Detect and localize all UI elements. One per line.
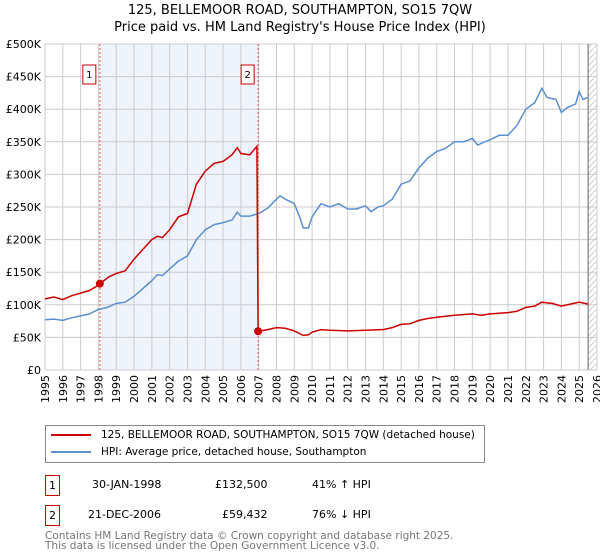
y-tick-label: £200K	[6, 234, 42, 247]
sale-point	[95, 279, 104, 288]
title-line: 125, BELLEMOOR ROAD, SOUTHAMPTON, SO15 7…	[127, 3, 473, 18]
x-tick-label: 2016	[413, 375, 426, 403]
x-tick-label: 1995	[39, 375, 52, 403]
legend-item-price: 125, BELLEMOOR ROAD, SOUTHAMPTON, SO15 7…	[51, 427, 475, 443]
x-tick-label: 2008	[270, 375, 283, 403]
x-tick-label: 2013	[360, 375, 373, 403]
x-tick-label: 2017	[431, 375, 444, 403]
x-tick-label: 2020	[484, 375, 497, 403]
x-tick-label: 2024	[555, 375, 568, 403]
footer: Contains HM Land Registry data © Crown c…	[45, 530, 454, 552]
legend-swatch-red	[51, 434, 91, 436]
sale-price: £59,432	[222, 508, 268, 521]
x-tick-label: 2018	[449, 375, 462, 403]
sale-marker-label: 2	[244, 70, 250, 81]
y-tick-label: £450K	[6, 71, 42, 84]
sale-point	[254, 327, 263, 336]
y-tick-label: £500K	[6, 38, 42, 51]
y-tick-label: £300K	[6, 168, 42, 181]
sale-date: 21-DEC-2006	[88, 508, 162, 521]
x-tick-label: 2011	[324, 375, 337, 403]
y-tick-label: £50K	[13, 331, 42, 344]
legend-label: HPI: Average price, detached house, Sout…	[101, 446, 367, 458]
sale-marker-label: 1	[86, 70, 92, 81]
sale-badge: 1	[45, 475, 60, 496]
x-tick-label: 2021	[502, 375, 515, 403]
legend-item-hpi: HPI: Average price, detached house, Sout…	[51, 444, 366, 460]
x-tick-label: 2004	[199, 375, 212, 403]
sale-price: £132,500	[215, 478, 268, 491]
x-tick-label: 2001	[146, 375, 159, 403]
sale-date: 30-JAN-1998	[92, 478, 162, 491]
sale-marker-badge	[240, 64, 255, 85]
price-paid-line	[44, 144, 589, 337]
x-tick-label: 2002	[164, 375, 177, 403]
x-tick-label: 2003	[181, 375, 194, 403]
y-tick-label: £150K	[6, 266, 42, 279]
x-tick-label: 2012	[342, 375, 355, 403]
y-tick-label: £350K	[6, 136, 42, 149]
y-tick-label: £100K	[6, 299, 42, 312]
sale-hpi: 41% ↑ HPI	[312, 478, 371, 491]
sale-hpi: 76% ↓ HPI	[312, 508, 371, 521]
sale-row: 1 30-JAN-1998 £132,500 41% ↑ HPI	[45, 475, 505, 496]
y-tick-label: £250K	[6, 201, 42, 214]
legend-label: 125, BELLEMOOR ROAD, SOUTHAMPTON, SO15 7…	[101, 429, 475, 441]
x-tick-label: 1997	[75, 375, 88, 403]
x-tick-label: 2023	[538, 375, 551, 403]
y-tick-label: £0	[27, 364, 41, 377]
footer-line: Contains HM Land Registry data © Crown c…	[45, 530, 454, 542]
x-tick-label: 2019	[466, 375, 479, 403]
x-tick-label: 2005	[217, 375, 230, 403]
legend: 125, BELLEMOOR ROAD, SOUTHAMPTON, SO15 7…	[45, 425, 485, 463]
x-tick-label: 2006	[235, 375, 248, 403]
x-tick-label: 2015	[395, 375, 408, 403]
y-tick-label: £400K	[6, 103, 42, 116]
x-tick-label: 2014	[377, 375, 390, 403]
chart-title: 125, BELLEMOOR ROAD, SOUTHAMPTON, SO15 7…	[0, 2, 600, 36]
subtitle-line: Price paid vs. HM Land Registry's House …	[114, 20, 486, 35]
x-tick-label: 1999	[110, 375, 123, 403]
footer-line: This data is licensed under the Open Gov…	[45, 540, 380, 552]
x-tick-label: 2022	[520, 375, 533, 403]
x-tick-label: 1998	[92, 375, 105, 403]
sale-marker-badge	[82, 64, 97, 85]
sale-badge: 2	[45, 505, 60, 526]
sale-row: 2 21-DEC-2006 £59,432 76% ↓ HPI	[45, 505, 505, 526]
x-tick-label: 2007	[253, 375, 266, 403]
x-tick-label: 2026	[591, 375, 600, 403]
price-chart: 1995 1996 1997 1998 1999 2000 2001 2002 2003 2004…	[6, 38, 600, 403]
hpi-line	[44, 86, 589, 322]
x-tick-label: 1996	[57, 375, 70, 403]
x-tick-label: 2009	[288, 375, 301, 403]
x-tick-label: 2010	[306, 375, 319, 403]
x-tick-label: 2000	[128, 375, 141, 403]
x-tick-label: 2025	[573, 375, 586, 403]
legend-swatch-blue	[51, 451, 91, 453]
